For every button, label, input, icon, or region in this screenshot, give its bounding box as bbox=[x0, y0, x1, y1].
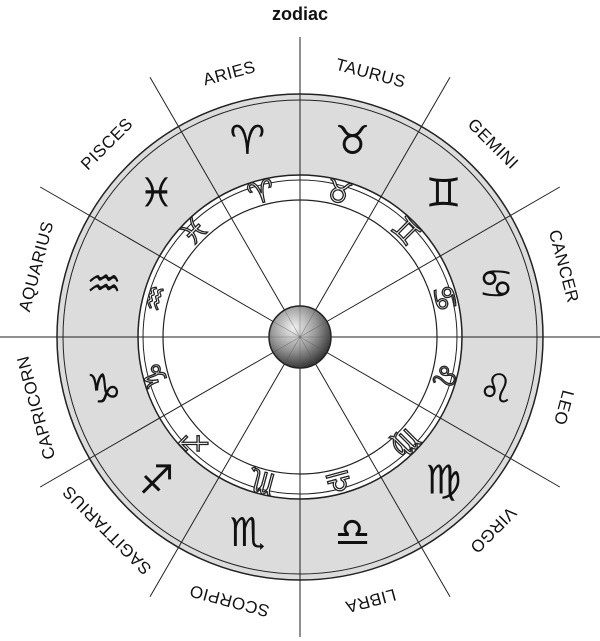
diagram-title: zodiac bbox=[271, 4, 328, 24]
sign-label-libra: LIBRA bbox=[343, 585, 398, 617]
sign-label-virgo: VIRGO bbox=[466, 503, 520, 557]
sector-divider bbox=[149, 363, 285, 598]
sign-label-scorpio: SCORPIO bbox=[187, 581, 271, 621]
crab-icon: ♋ bbox=[478, 261, 514, 307]
scales-icon: ♎ bbox=[335, 510, 371, 556]
hub-spoke bbox=[299, 336, 316, 364]
sector-divider bbox=[326, 352, 561, 488]
water-bearer-icon: ♒ bbox=[86, 261, 122, 307]
sign-figures: ♈ ♉ ♊ ♋ ♌ ♍ ♎ ♏ ♐ ♑ ♒ ♓ bbox=[86, 118, 514, 556]
hub-spoke bbox=[284, 310, 301, 338]
twins-icon: ♊ bbox=[426, 170, 462, 216]
sign-label-aries: ARIES bbox=[201, 57, 258, 89]
bull-icon: ♉ bbox=[335, 118, 371, 164]
lion-icon: ♌ bbox=[478, 367, 514, 413]
sector-divider bbox=[315, 363, 451, 598]
maiden-icon: ♍ bbox=[426, 458, 462, 504]
fish-icon: ♓ bbox=[139, 170, 175, 216]
sign-label-taurus: TAURUS bbox=[334, 55, 408, 92]
sector-divider bbox=[39, 352, 274, 488]
hub-spoke bbox=[284, 336, 301, 364]
sector-dividers bbox=[0, 37, 600, 637]
sign-label-capricorn: CAPRICORN bbox=[13, 354, 59, 462]
hub-spoke bbox=[273, 321, 301, 338]
sign-label-leo: LEO bbox=[550, 388, 578, 427]
center-hub bbox=[268, 305, 332, 369]
ram-icon: ♈ bbox=[230, 118, 266, 164]
scorpion-icon: ♏ bbox=[230, 510, 266, 556]
hub-spoke bbox=[299, 310, 316, 338]
hub-spoke bbox=[273, 336, 301, 353]
sign-label-cancer: CANCER bbox=[545, 228, 583, 305]
sign-label-gemini: GEMINI bbox=[464, 115, 522, 173]
hub-spoke bbox=[299, 321, 327, 338]
archer-icon: ♐ bbox=[139, 458, 175, 504]
sector-divider bbox=[326, 186, 561, 322]
goat-icon: ♑ bbox=[86, 367, 122, 413]
sector-divider bbox=[149, 76, 285, 311]
sign-label-aquarius: AQUARIUS bbox=[15, 219, 57, 314]
hub-spoke bbox=[299, 336, 327, 353]
sector-divider bbox=[315, 76, 451, 311]
sector-divider bbox=[39, 186, 274, 322]
